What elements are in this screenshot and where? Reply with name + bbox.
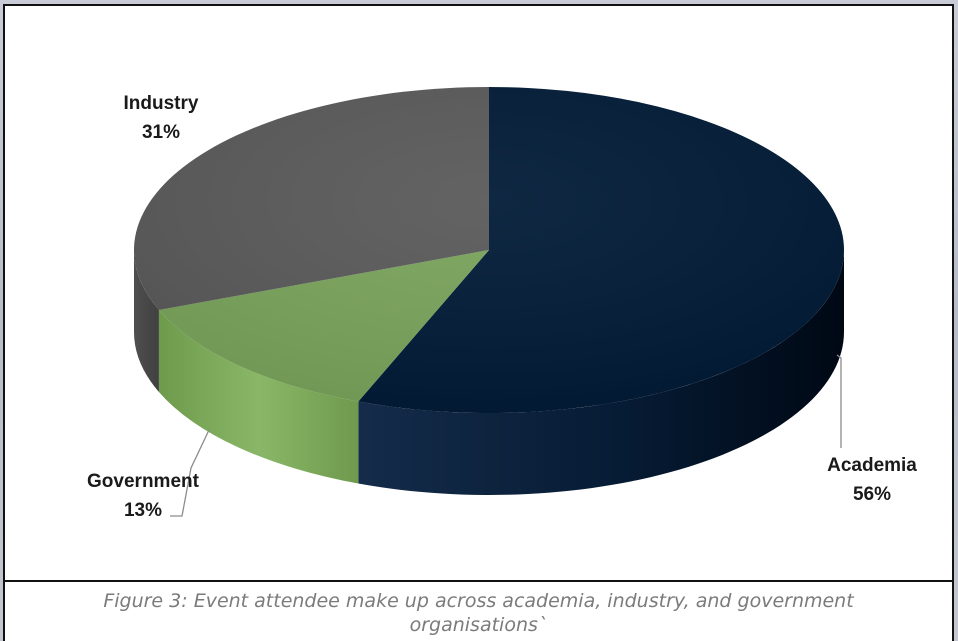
pie-top-shading (134, 87, 844, 413)
figure-caption: Figure 3: Event attendee make up across … (3, 582, 954, 641)
pie-label-industry: Industry (124, 93, 199, 114)
leader-line-government (170, 429, 210, 517)
pie-value-government: 13% (124, 500, 162, 521)
pie-value-industry: 31% (142, 122, 180, 143)
pie-side-government (158, 310, 359, 484)
caption-line-2: organisations` (409, 614, 548, 636)
pie-chart: Academia 56% Government 13% Industry 31% (87, 87, 917, 521)
caption-line-1: Figure 3: Event attendee make up across … (103, 590, 854, 612)
chart-frame: Academia 56% Government 13% Industry 31% (3, 4, 954, 582)
pie-side-industry (134, 250, 159, 393)
pie-label-government: Government (87, 471, 200, 492)
leader-line-academia (836, 354, 842, 448)
pie-side-academia (358, 250, 844, 495)
pie-label-academia: Academia (827, 455, 917, 476)
pie-value-academia: 56% (853, 484, 891, 505)
